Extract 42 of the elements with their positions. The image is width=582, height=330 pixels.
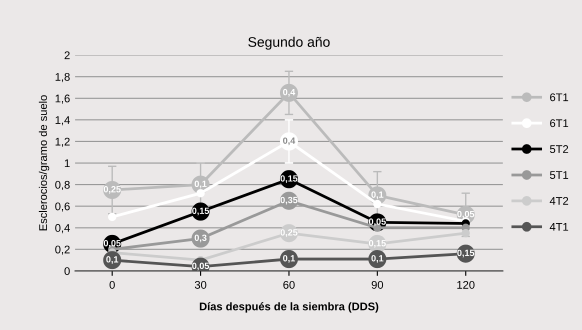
annotation: 0,4 <box>283 137 296 146</box>
chart-title: Segundo año <box>248 36 330 50</box>
annotation: 0,05 <box>368 218 386 226</box>
x-tick-label: 120 <box>457 280 475 289</box>
annotation: 0,05 <box>192 262 210 270</box>
annotation: 0,1 <box>371 255 384 263</box>
y-tick-label: 0 <box>64 267 70 276</box>
annotation: 0,1 <box>194 180 207 188</box>
x-tick-label: 30 <box>194 280 206 289</box>
y-tick-label: 1,8 <box>56 72 70 82</box>
y-tick-label: 1,4 <box>56 116 70 126</box>
y-tick-label: 0,6 <box>55 202 70 212</box>
annotation: 0,05 <box>104 240 121 248</box>
y-tick-label: 0,8 <box>55 180 70 190</box>
x-tick-label: 90 <box>372 280 384 289</box>
annotation: 0,35 <box>280 196 298 205</box>
legend-label: 4T1 <box>550 223 568 231</box>
y-tick-label: 1,6 <box>56 94 70 104</box>
annotation: 0,4 <box>283 88 296 97</box>
x-tick-label: 0 <box>110 280 115 289</box>
annotation: 0,15 <box>457 250 474 258</box>
y-axis-title: Esclerocios/gramo de suelo <box>38 95 50 230</box>
annotation: 0,1 <box>371 191 384 200</box>
legend-label: 6T1 <box>550 93 568 102</box>
legend-label: 4T2 <box>550 197 568 205</box>
y-tick-label: 2 <box>64 51 70 60</box>
y-tick-label: 0,2 <box>55 246 70 255</box>
annotation: 0,15 <box>280 175 298 183</box>
annotation: 0,15 <box>192 208 210 216</box>
annotation: 0,1 <box>106 256 118 264</box>
annotation: 0,05 <box>457 210 474 219</box>
y-tick-label: 1,2 <box>56 138 70 147</box>
y-tick-label: 1 <box>64 159 70 168</box>
legend-label: 6T1 <box>550 119 568 128</box>
legend-label: 5T1 <box>550 171 568 179</box>
x-axis-title: Días después de la siembra (DDS) <box>200 302 378 313</box>
legend-label: 5T2 <box>550 145 568 154</box>
annotation: 0,25 <box>104 186 121 194</box>
x-tick-label: 60 <box>283 280 295 289</box>
annotation: 0,3 <box>194 234 207 242</box>
annotation: 0,1 <box>283 255 295 263</box>
y-tick-label: 0,4 <box>55 224 70 234</box>
